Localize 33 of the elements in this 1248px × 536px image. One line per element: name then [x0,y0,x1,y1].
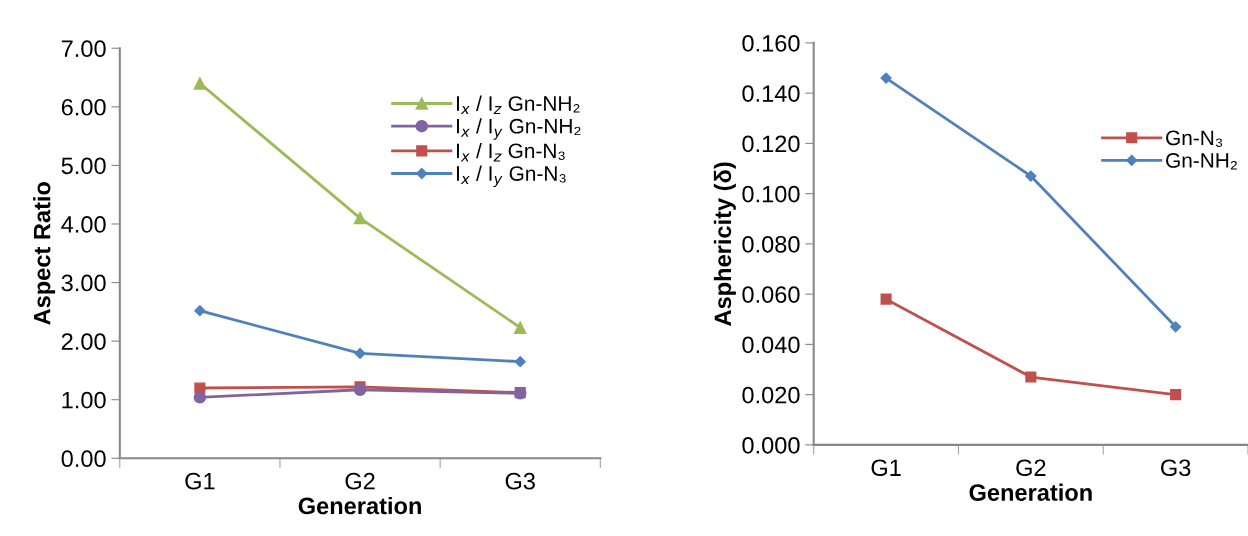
y-tick-label: 4.00 [61,216,106,233]
legend-label: Gn-NH₂ [1166,153,1237,170]
y-tick-label: 1.00 [62,391,106,409]
x-tick-label: G2 [345,472,375,490]
y-tick-label: 0.120 [742,135,800,153]
y-tick-label: 2.00 [61,333,106,350]
y-tick-label: 0.000 [742,436,800,454]
legend-label: I$_{x}$ / I$_{y}$ Gn-N₃ [457,165,566,188]
legend-label: I$_{x}$ / I$_{y}$ Gn-NH₂ [457,118,581,140]
x-tick-label: G1 [871,459,901,477]
y-tick-label: 0.100 [742,185,800,203]
y-tick-label: 6.00 [61,98,106,116]
y-tick-label: 0.140 [742,85,800,102]
y-tick-label: 7.00 [61,40,106,58]
y-axis-title: Asphericity (δ) [713,162,736,326]
x-tick-label: G3 [505,472,535,490]
y-tick-label: 0.080 [742,235,800,253]
y-axis-title: Aspect Ratio [33,182,56,325]
x-tick-label: G1 [185,472,215,490]
x-axis-title: Generation [969,483,1092,501]
y-tick-label: 0.020 [742,386,800,404]
legend-label: I$_{x}$ / I$_{z}$ Gn-N₃ [457,142,565,162]
x-axis-title: Generation [298,496,421,515]
legend-label: Gn-N₃ [1166,130,1223,147]
y-tick-label: 5.00 [61,157,106,175]
y-tick-label: 0.060 [742,286,800,303]
y-tick-label: 0.040 [742,336,800,354]
x-tick-label: G3 [1161,459,1191,477]
y-tick-label: 0.160 [742,34,800,52]
y-tick-label: 0.00 [61,450,106,468]
legend-label: I$_{x}$ / I$_{z}$ Gn-NH₂ [457,95,580,115]
y-tick-label: 3.00 [61,274,106,292]
x-tick-label: G2 [1016,459,1046,477]
